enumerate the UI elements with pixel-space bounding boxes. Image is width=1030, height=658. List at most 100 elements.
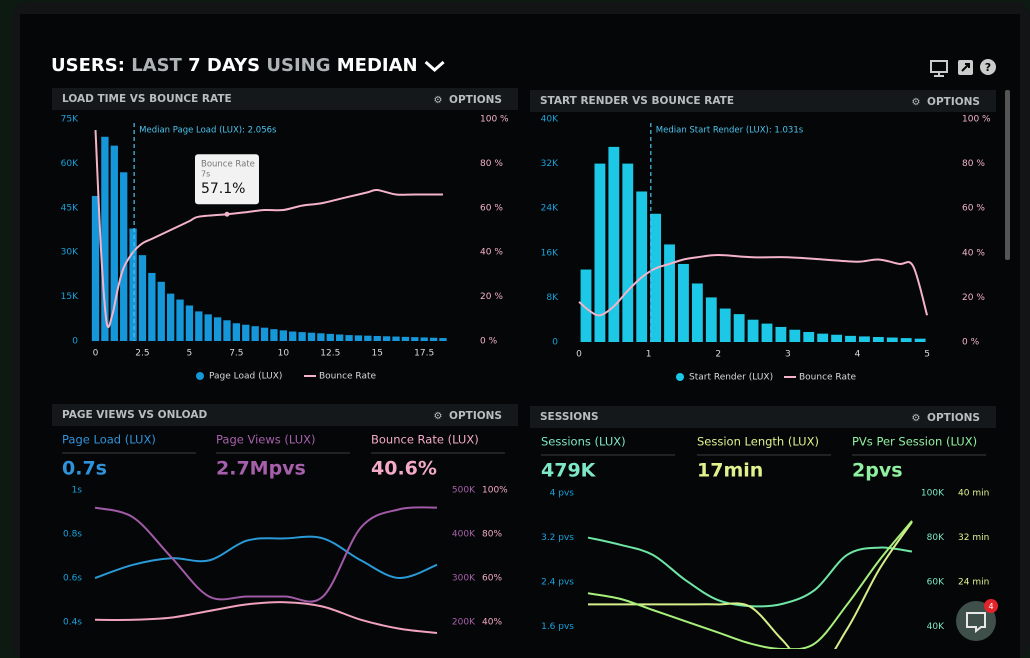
bar [223, 320, 231, 341]
bar [260, 327, 269, 341]
kpi-label: Sessions (LUX) [541, 435, 626, 449]
y-tick-label: 15K [61, 292, 79, 302]
y-tick-label: 32K [541, 159, 559, 169]
bar [411, 337, 419, 341]
line-series [94, 601, 438, 634]
bar [176, 299, 184, 341]
y-tick-label: 0 [552, 338, 558, 348]
bar [608, 146, 620, 342]
monitor-icon[interactable] [930, 60, 948, 77]
y2-tick-label: 60K [927, 578, 945, 588]
y-tick-label: 75K [61, 115, 79, 125]
bar [382, 336, 391, 341]
y-tick-label: 0.4s [63, 618, 82, 628]
y-tick-label: 0 [72, 337, 78, 347]
bar [307, 332, 316, 341]
bar [845, 335, 856, 342]
y2-tick-label: 500K [452, 486, 476, 496]
y-tick-label: 4 pvs [550, 489, 575, 499]
bar [900, 338, 912, 342]
x-tick-label: 2 [715, 350, 721, 360]
bar [336, 334, 344, 341]
header-part: USERS: [51, 55, 125, 76]
options-button[interactable]: OPTIONS [927, 412, 980, 424]
x-tick-label: 10 [278, 349, 290, 359]
line-series [94, 130, 443, 329]
panel-title: LOAD TIME VS BOUNCE RATE [62, 93, 232, 105]
y2-tick-label: 80K [927, 533, 945, 543]
bar [110, 145, 118, 341]
y2-tick-label: 400K [452, 530, 476, 540]
y-tick-label: 16K [541, 248, 559, 258]
y2-tick-label: 300K [452, 574, 476, 584]
x-tick-label: 1 [646, 350, 652, 360]
y2-tick-label: 40 % [480, 248, 503, 258]
bar [594, 163, 606, 342]
bar [91, 195, 100, 341]
bar [392, 336, 400, 341]
bar [279, 330, 287, 341]
bar [886, 337, 898, 342]
options-button[interactable]: OPTIONS [449, 94, 502, 106]
bar [650, 213, 662, 342]
help-icon[interactable]: ? [980, 59, 996, 75]
y-tick-label: 45K [61, 203, 79, 213]
kpi-value: 17min [697, 460, 763, 482]
line-series [587, 520, 913, 649]
panel-header [530, 90, 996, 112]
kpi-label: Page Load (LUX) [62, 433, 156, 447]
bar [914, 338, 926, 342]
bar [213, 317, 222, 341]
y2-tick-label: 40 % [962, 248, 985, 258]
y-tick-label: 2.4 pvs [541, 578, 574, 588]
y-tick-label: 0.6s [63, 574, 82, 584]
bar [326, 333, 334, 341]
bar [129, 228, 137, 341]
bar [429, 337, 438, 341]
share-icon[interactable] [958, 60, 973, 75]
chat-button[interactable]: 4 [956, 599, 998, 641]
options-button[interactable]: OPTIONS [927, 96, 980, 108]
tooltip-subtitle: 7s [201, 170, 210, 179]
tooltip-title: Bounce Rate [201, 160, 255, 170]
bar [803, 331, 815, 342]
bar [204, 314, 212, 341]
y2-tick-label: 60 % [480, 203, 503, 213]
header-part: MEDIAN [337, 55, 418, 76]
median-label: Median Page Load (LUX): 2.056s [139, 126, 277, 136]
y2-tick-label: 20 % [962, 293, 985, 303]
tooltip-value: 57.1% [201, 181, 245, 197]
y3-tick-label: 24 min [958, 578, 989, 588]
bar [251, 326, 259, 341]
y2-tick-label: 40K [927, 622, 945, 632]
median-label: Median Start Render (LUX): 1.031s [656, 126, 804, 136]
line-series [94, 535, 438, 580]
y2-tick-label: 100K [921, 489, 945, 499]
y2-tick-label: 200K [452, 618, 476, 628]
bar [761, 323, 773, 342]
legend-label: Start Render (LUX) [689, 373, 773, 383]
dropdown-chevron[interactable] [424, 60, 445, 73]
charts: LOAD TIME VS BOUNCE RATE OPTIONS ⚙ 0 15K 30K 4… [52, 88, 996, 649]
x-tick-label: 0 [93, 349, 99, 359]
line-series [578, 254, 929, 317]
kpi-value: 2pvs [852, 460, 903, 482]
x-tick-label: 12.5 [320, 349, 340, 359]
scrollbar[interactable] [1005, 90, 1010, 260]
y-tick-label: 30K [61, 248, 79, 258]
y-tick-label: 8K [546, 293, 559, 303]
kpi-value: 479K [541, 460, 597, 482]
y-tick-label: 1.6 pvs [541, 622, 574, 632]
bar [148, 272, 156, 341]
bar [242, 324, 250, 341]
options-button[interactable]: OPTIONS [449, 410, 502, 422]
kpi-value: 0.7s [62, 458, 107, 480]
bar [289, 331, 297, 341]
kpi-label: Bounce Rate (LUX) [371, 433, 479, 447]
line-series [94, 506, 438, 603]
bar [831, 334, 843, 342]
panel-title: SESSIONS [540, 411, 599, 423]
tooltip-box [194, 154, 259, 205]
bar [719, 308, 731, 342]
bar [636, 191, 648, 342]
